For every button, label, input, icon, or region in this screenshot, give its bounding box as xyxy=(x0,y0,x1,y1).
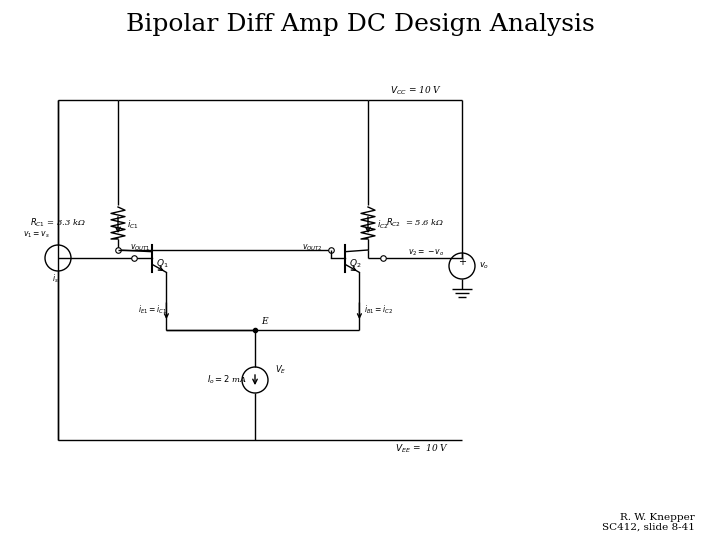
Text: Bipolar Diff Amp DC Design Analysis: Bipolar Diff Amp DC Design Analysis xyxy=(125,12,595,36)
Text: $v_o$: $v_o$ xyxy=(479,261,490,271)
Text: E: E xyxy=(261,318,268,327)
Text: $i_{E1} = i_{C1}$: $i_{E1} = i_{C1}$ xyxy=(138,303,168,316)
Text: $i_{B1} = i_{C2}$: $i_{B1} = i_{C2}$ xyxy=(364,303,394,316)
Text: $I_o = 2$ mA: $I_o = 2$ mA xyxy=(207,374,247,386)
Text: $Q_2$: $Q_2$ xyxy=(349,258,361,270)
Text: R. W. Knepper: R. W. Knepper xyxy=(620,514,695,523)
Text: $i_{C1}$: $i_{C1}$ xyxy=(127,219,138,231)
Text: $Q_1$: $Q_1$ xyxy=(156,258,168,270)
Text: $v_1 = v_s$: $v_1 = v_s$ xyxy=(23,230,50,240)
Text: $i_s$: $i_s$ xyxy=(52,273,58,285)
Text: $V_{EE}$ =  10 V: $V_{EE}$ = 10 V xyxy=(395,443,449,455)
Text: $v_2 = -v_o$: $v_2 = -v_o$ xyxy=(408,248,444,258)
Text: $i_{C2}$: $i_{C2}$ xyxy=(377,219,389,231)
Text: $V_E$: $V_E$ xyxy=(275,364,287,376)
Text: $R_{C2}$  = 5.6 kΩ: $R_{C2}$ = 5.6 kΩ xyxy=(386,217,444,230)
Text: $v_{OUT2}$: $v_{OUT2}$ xyxy=(302,243,323,253)
Text: SC412, slide 8-41: SC412, slide 8-41 xyxy=(602,523,695,531)
Text: $V_{CC}$ = 10 V: $V_{CC}$ = 10 V xyxy=(390,85,442,97)
Text: +: + xyxy=(458,257,466,267)
Text: $v_{OUT1}$: $v_{OUT1}$ xyxy=(130,243,150,253)
Text: $R_{C1}$ = 3.3 kΩ: $R_{C1}$ = 3.3 kΩ xyxy=(30,217,86,230)
